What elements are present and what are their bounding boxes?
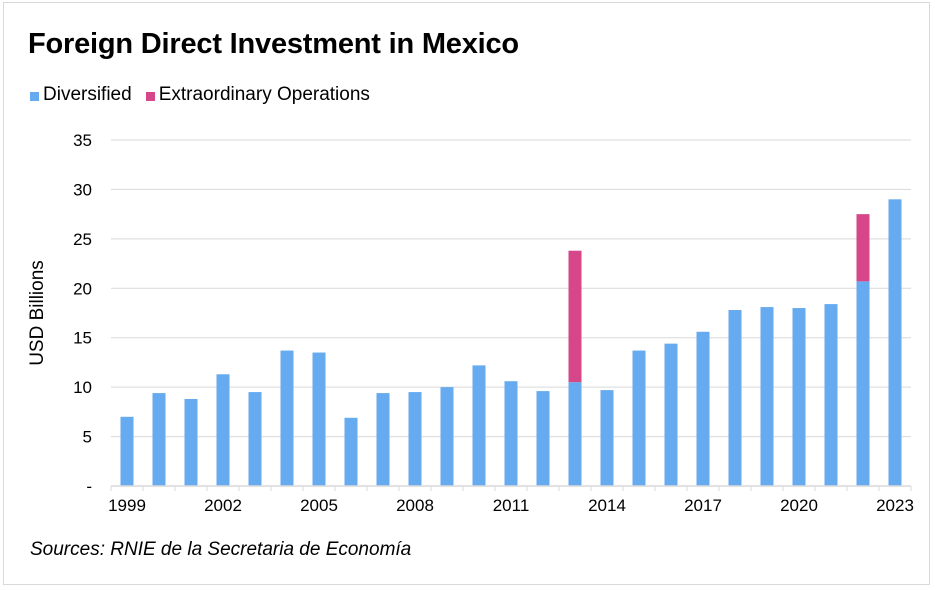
chart-card: Foreign Direct Investment in Mexico Dive… bbox=[3, 2, 930, 585]
legend-label-diversified: Diversified bbox=[43, 84, 132, 105]
bar-diversified-2018 bbox=[728, 310, 742, 486]
legend-item-extraordinary: Extraordinary Operations bbox=[145, 84, 370, 106]
bar-diversified-2022 bbox=[856, 281, 870, 486]
x-axis bbox=[110, 485, 912, 491]
y-tick-label-20: 20 bbox=[73, 279, 92, 298]
bar-diversified-2011 bbox=[504, 381, 518, 486]
x-tick-label-2008: 2008 bbox=[396, 496, 434, 515]
bar-diversified-2019 bbox=[760, 307, 774, 486]
bar-diversified-2012 bbox=[536, 391, 550, 486]
y-tick-labels: - 5 10 15 20 25 30 35 bbox=[73, 131, 92, 496]
chart-title: Foreign Direct Investment in Mexico bbox=[28, 28, 519, 60]
x-tick-label-2011: 2011 bbox=[493, 496, 530, 515]
bar-diversified-2005 bbox=[312, 352, 326, 486]
x-tick-labels: 1999 2002 2005 2008 2011 2014 2017 2020 2023 bbox=[108, 496, 914, 515]
y-tick-label-15: 15 bbox=[73, 329, 92, 348]
bar-diversified-2002 bbox=[216, 374, 230, 486]
source-note: Sources: RNIE de la Secretaria de Econom… bbox=[30, 539, 412, 560]
legend-item-diversified: Diversified bbox=[30, 84, 132, 106]
bar-diversified-2008 bbox=[408, 392, 422, 486]
bar-diversified-2000 bbox=[152, 393, 166, 486]
legend-label-extraordinary: Extraordinary Operations bbox=[158, 84, 370, 105]
legend: Diversified Extraordinary Operations bbox=[30, 84, 384, 106]
bar-diversified-2013 bbox=[568, 382, 582, 486]
bar-extraordinary-2013 bbox=[568, 250, 582, 383]
x-tick-label-2002: 2002 bbox=[204, 496, 242, 515]
y-tick-label-30: 30 bbox=[73, 180, 92, 199]
x-tick-label-2023: 2023 bbox=[876, 496, 914, 515]
y-tick-label-5: 5 bbox=[83, 428, 92, 447]
bar-diversified-2016 bbox=[664, 343, 678, 486]
x-tick-label-1999: 1999 bbox=[108, 496, 146, 515]
bar-diversified-2023 bbox=[888, 199, 902, 487]
y-tick-label-10: 10 bbox=[73, 378, 92, 397]
legend-swatch-diversified bbox=[30, 91, 39, 101]
y-axis-title: USD Billions bbox=[27, 260, 48, 366]
x-tick-label-2014: 2014 bbox=[588, 496, 626, 515]
bar-diversified-2003 bbox=[248, 392, 262, 486]
bar-diversified-2014 bbox=[600, 390, 614, 486]
bar-diversified-2001 bbox=[184, 399, 198, 486]
bars bbox=[120, 199, 902, 487]
bar-diversified-2009 bbox=[440, 387, 454, 486]
bar-extraordinary-2022 bbox=[856, 214, 870, 282]
bar-diversified-2007 bbox=[376, 393, 390, 486]
bar-diversified-2010 bbox=[472, 365, 486, 486]
bar-diversified-2017 bbox=[696, 331, 710, 486]
y-tick-label-35: 35 bbox=[73, 131, 92, 150]
bar-diversified-2006 bbox=[344, 417, 358, 486]
x-tick-label-2017: 2017 bbox=[684, 496, 722, 515]
x-tick-label-2020: 2020 bbox=[780, 496, 818, 515]
y-tick-label-25: 25 bbox=[73, 230, 92, 249]
y-tick-label-0: - bbox=[86, 477, 92, 496]
bar-diversified-2020 bbox=[792, 308, 806, 486]
x-tick-label-2005: 2005 bbox=[300, 496, 338, 515]
legend-swatch-extraordinary bbox=[145, 91, 155, 101]
bar-diversified-1999 bbox=[120, 416, 134, 486]
bar-diversified-2004 bbox=[280, 350, 294, 486]
bar-diversified-2021 bbox=[824, 304, 838, 486]
bar-diversified-2015 bbox=[632, 350, 646, 486]
